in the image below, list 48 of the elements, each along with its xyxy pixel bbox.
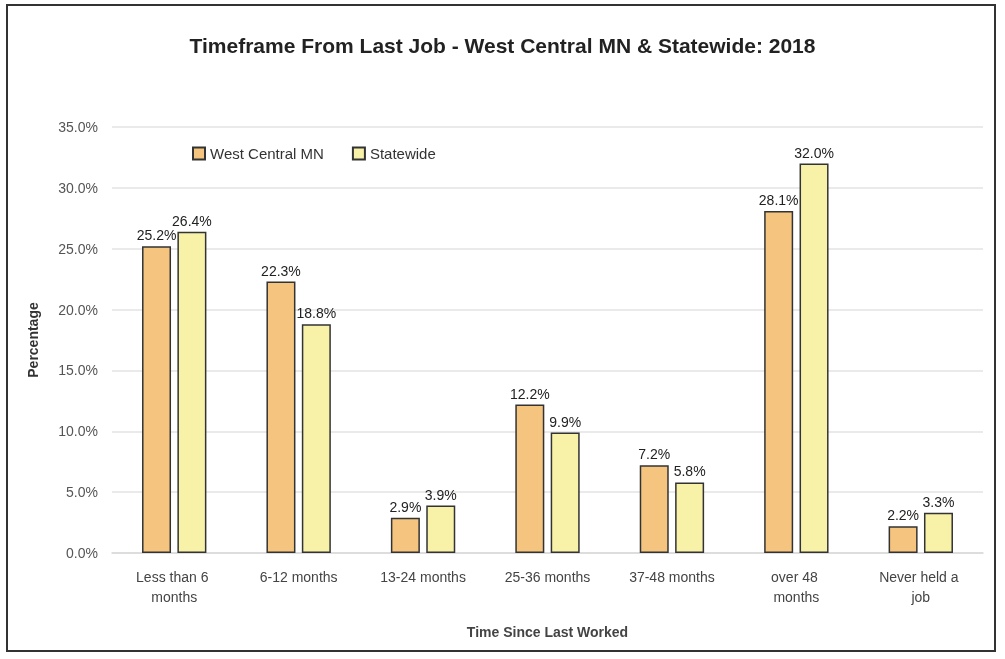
bar [177, 231, 207, 553]
bar [515, 404, 545, 553]
legend-label: Statewide [369, 145, 436, 162]
y-tick-label: 0.0% [66, 545, 98, 561]
x-tick-label: 6-12 months [259, 569, 338, 585]
chart-title: Timeframe From Last Job - West Central MN & Statewide: 2018 [189, 34, 816, 57]
data-label: 5.8% [673, 463, 706, 480]
data-label: 2.2% [887, 507, 920, 524]
data-label: 2.9% [389, 498, 422, 515]
bar [764, 210, 794, 553]
data-label: 18.8% [296, 305, 337, 322]
data-label: 32.0% [794, 144, 834, 161]
x-tick-label: 25-36 months [504, 569, 591, 585]
y-tick-label: 15.0% [58, 362, 98, 379]
bar [639, 465, 669, 553]
data-label: 3.3% [922, 493, 955, 510]
y-tick-label: 10.0% [58, 423, 98, 440]
data-label: 26.4% [172, 212, 212, 229]
data-label: 9.9% [549, 413, 582, 430]
data-label: 28.1% [758, 191, 799, 208]
bar [301, 324, 331, 553]
bar [923, 512, 953, 553]
data-label: 7.2% [638, 446, 671, 463]
x-tick-label: over 48 months [771, 569, 822, 605]
bar [390, 517, 420, 553]
data-label: 25.2% [136, 227, 177, 244]
data-label: 22.3% [261, 262, 301, 279]
y-tick-label: 30.0% [58, 179, 98, 196]
bar [799, 163, 829, 553]
bar [550, 432, 580, 553]
bar [142, 246, 172, 553]
data-label: 3.9% [424, 486, 457, 503]
x-tick-label: Less than 6 months [136, 569, 213, 605]
legend-label: West Central MN [210, 145, 324, 162]
y-axis-title: Percentage [25, 302, 41, 378]
y-tick-label: 35.0% [58, 119, 98, 135]
y-tick-label: 25.0% [58, 240, 98, 257]
y-tick-label: 20.0% [58, 301, 98, 318]
bar [426, 505, 456, 553]
x-tick-label: Never held a job [879, 569, 963, 605]
x-tick-label: 37-48 months [629, 569, 715, 585]
data-label: 12.2% [509, 385, 550, 402]
bar [888, 526, 918, 553]
x-axis-title: Time Since Last Worked [466, 624, 629, 640]
bar [675, 482, 705, 553]
y-tick-label: 5.0% [66, 484, 98, 501]
bar [266, 281, 296, 553]
x-tick-label: 13-24 months [380, 569, 466, 585]
